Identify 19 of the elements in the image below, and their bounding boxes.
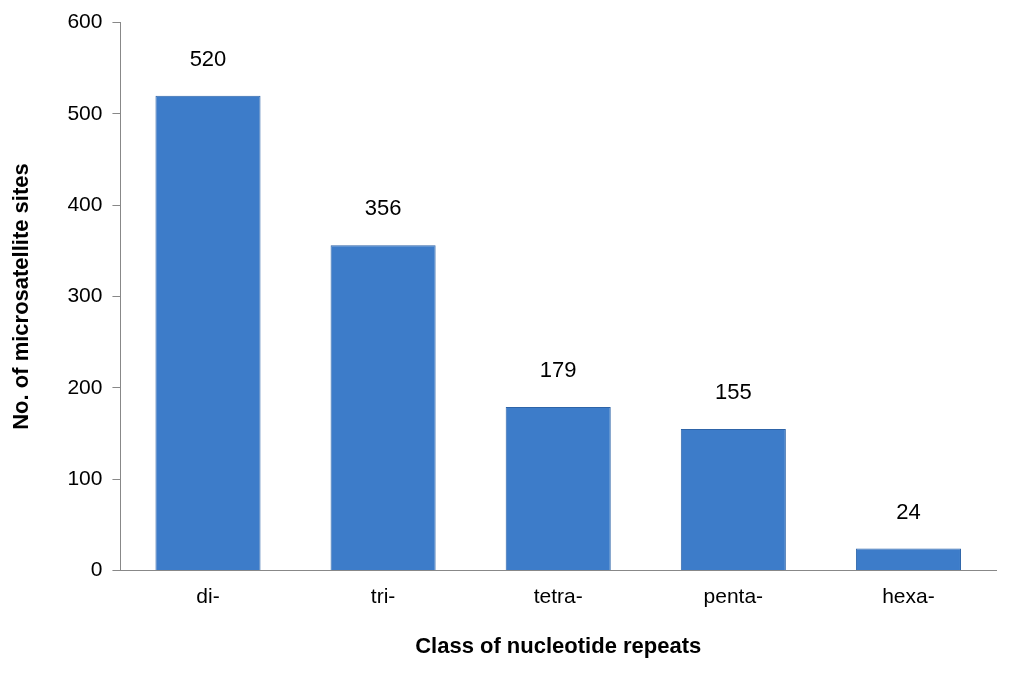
y-tick-label: 200 xyxy=(67,374,103,398)
data-label: 520 xyxy=(189,45,227,71)
x-tick-label: tri- xyxy=(370,583,396,607)
y-tick-label: 300 xyxy=(67,283,103,307)
data-label: 155 xyxy=(714,378,752,404)
x-tick-label: tetra- xyxy=(533,583,583,607)
y-tick-label: 500 xyxy=(67,100,103,124)
y-tick-label: 100 xyxy=(67,465,103,489)
y-tick-label: 0 xyxy=(90,557,103,581)
data-label: 24 xyxy=(896,498,921,524)
x-tick-label: penta- xyxy=(703,583,764,607)
y-tick-label: 600 xyxy=(67,9,103,33)
y-tick-label: 400 xyxy=(67,192,103,215)
data-label: 356 xyxy=(364,195,402,221)
x-tick-label: hexa- xyxy=(882,583,935,607)
y-axis-title: No. of microsatellite sites xyxy=(8,163,34,430)
data-label: 179 xyxy=(539,357,577,383)
x-tick-label: di- xyxy=(196,583,220,607)
x-axis-title: Class of nucleotide repeats xyxy=(415,632,702,658)
